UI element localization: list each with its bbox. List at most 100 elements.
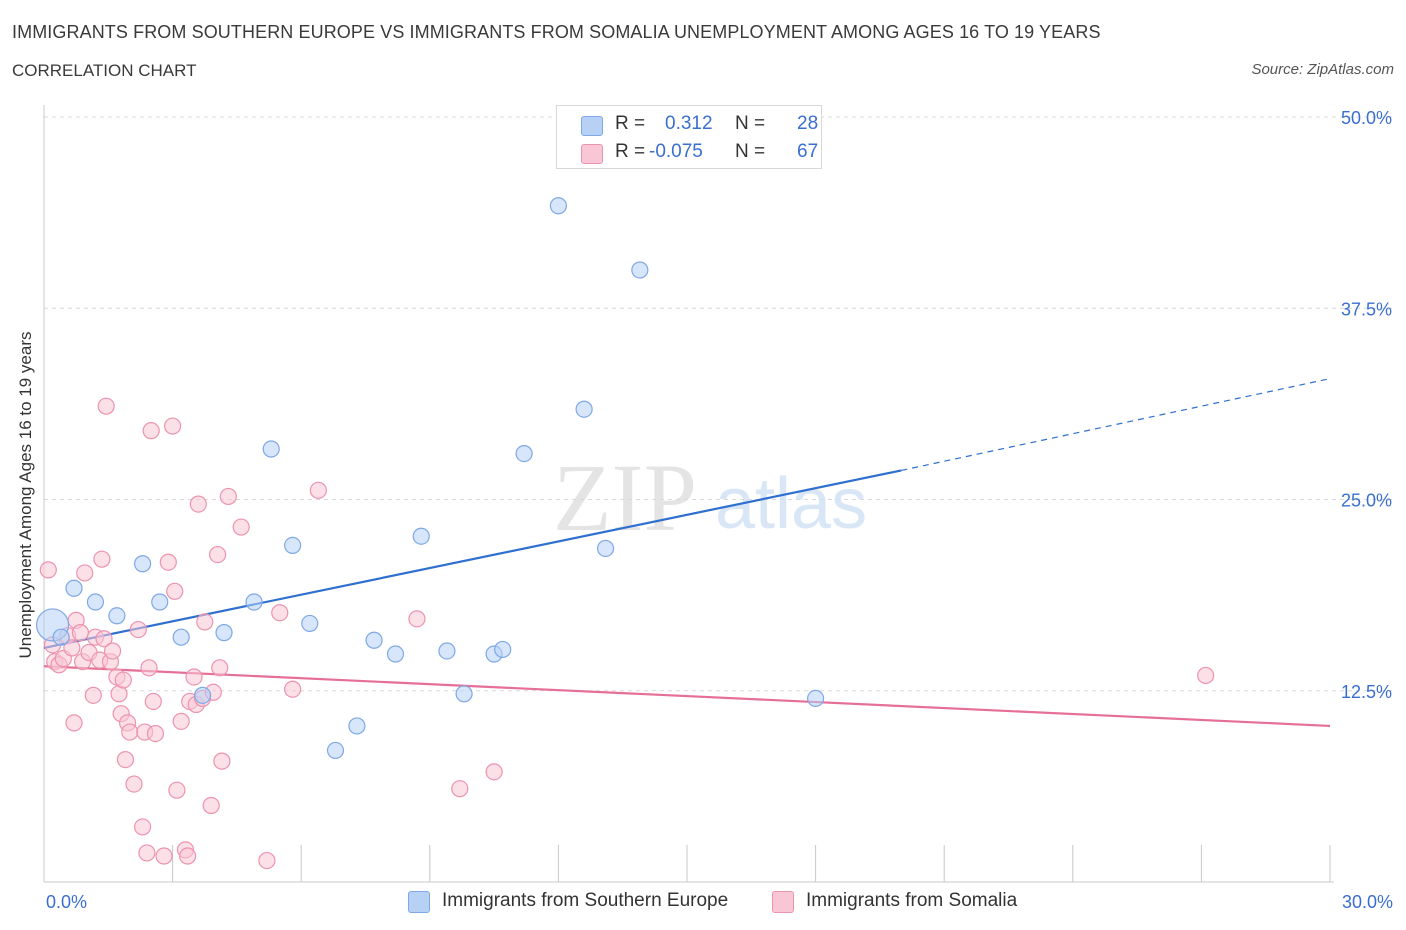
legend-swatch-pink [581,144,603,164]
point-somalia [144,692,162,711]
point-southern-europe [284,536,302,555]
legend-n-label: N = [735,141,766,162]
point-southern-europe [515,445,533,463]
point-southern-europe [172,628,190,646]
point-southern-europe [455,685,473,703]
y-axis-label: Unemployment Among Ages 16 to 19 years [16,331,35,659]
point-somalia [140,659,158,677]
data-points [35,197,1215,870]
point-somalia [271,604,289,622]
legend-r-value: 0.312 [665,113,713,134]
point-southern-europe [596,539,615,558]
point-southern-europe [194,686,212,704]
point-somalia [159,553,177,571]
point-somalia [146,724,165,743]
x-tick-label-min: 0.0% [46,892,87,912]
bottom-legend-swatch-blue [408,891,430,913]
y-tick-label: 37.5% [1341,299,1392,319]
y-tick-label: 50.0% [1341,108,1392,128]
axes [43,105,1334,883]
bottom-legend-swatch-pink [772,891,794,913]
point-somalia [1197,666,1215,685]
point-somalia [284,680,302,698]
correlation-legend: R = 0.312 N = 28 R = -0.075 N = 67 [556,105,822,169]
point-somalia [93,550,111,568]
chart-subtitle: CORRELATION CHART [12,61,197,80]
point-southern-europe [151,593,169,611]
trendline-somalia [43,665,1331,728]
legend-swatch-blue [581,116,603,136]
trend-lines [43,378,1331,728]
point-southern-europe [262,440,280,458]
point-southern-europe [301,614,319,633]
point-somalia [142,422,160,440]
point-southern-europe [386,645,405,663]
point-somalia [189,495,207,513]
point-somalia [76,564,94,582]
watermark: ZIP atlas [553,444,867,551]
point-somalia [172,712,190,730]
point-somalia [232,518,250,536]
y-tick-label: 12.5% [1341,682,1392,702]
point-southern-europe [133,555,152,573]
legend-r-label: R = [615,113,646,134]
point-somalia [84,686,102,704]
legend-n-value: 28 [797,113,819,134]
point-southern-europe [326,741,345,760]
point-somalia [97,397,115,415]
point-southern-europe [86,593,105,611]
point-somalia [65,714,83,732]
point-southern-europe [631,261,649,279]
bottom-legend-label: Immigrants from Southern Europe [442,890,729,911]
point-somalia [125,775,143,793]
point-somalia [129,620,147,639]
point-somalia [63,639,81,657]
point-somalia [138,844,156,862]
legend-n-label: N = [735,113,766,134]
point-somalia [168,781,186,799]
point-southern-europe [65,579,83,597]
point-somalia [202,796,220,815]
point-somalia [408,610,426,628]
watermark-zip: ZIP [553,444,697,551]
point-somalia [133,818,152,836]
point-somalia [219,487,237,506]
point-somalia [71,624,90,642]
point-somalia [196,613,214,631]
point-somalia [485,763,503,781]
chart-title: IMMIGRANTS FROM SOUTHERN EUROPE VS IMMIG… [12,22,1101,42]
legend-r-label: R = [615,141,646,162]
point-southern-europe [245,593,263,611]
point-southern-europe [52,628,70,646]
point-somalia [103,642,122,660]
point-somalia [309,481,327,499]
point-somalia [185,668,203,686]
point-somalia [209,545,227,564]
point-southern-europe [215,624,233,642]
point-somalia [164,417,182,435]
point-somalia [116,750,135,769]
trendline-southern-europe [43,469,902,649]
trendline-southern-europe-extension [901,378,1331,472]
point-somalia [95,630,113,648]
point-southern-europe [348,717,366,735]
point-southern-europe [412,527,430,545]
point-somalia [155,847,173,865]
point-somalia [211,659,229,677]
point-somalia [166,582,184,600]
point-southern-europe [365,631,383,649]
x-tick-label-max: 30.0% [1342,892,1393,912]
y-tick-label: 25.0% [1341,491,1392,511]
point-somalia [114,671,132,689]
source-note: Source: ZipAtlas.com [1251,61,1394,78]
point-somalia [39,561,57,579]
point-southern-europe [806,689,825,708]
legend-r-value: -0.075 [649,141,703,162]
bottom-legend-label: Immigrants from Somalia [806,890,1018,911]
point-southern-europe [438,642,456,660]
tick-labels: 12.5% 25.0% 37.5% 50.0% 0.0% 30.0% [46,108,1393,912]
point-somalia [121,723,139,741]
point-somalia [258,851,276,870]
point-somalia [213,752,231,770]
